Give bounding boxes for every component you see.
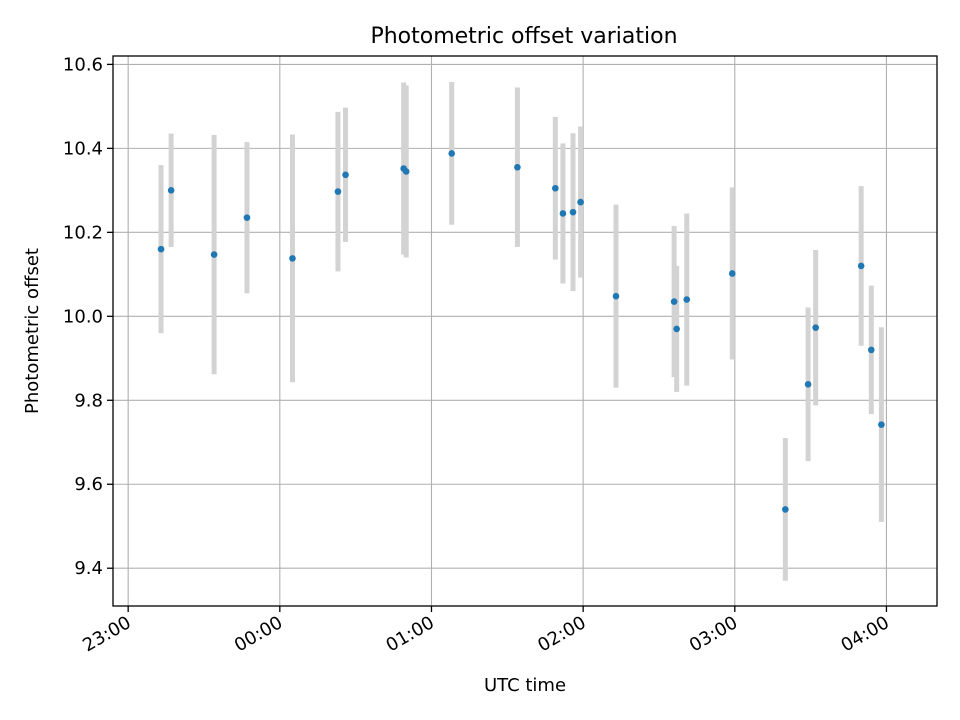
x-axis-label: UTC time <box>484 675 566 696</box>
data-point <box>782 506 789 513</box>
y-tick-label: 9.6 <box>74 474 103 495</box>
data-point <box>210 251 218 258</box>
data-point <box>514 163 521 171</box>
data-point <box>673 325 680 333</box>
y-tick-label: 10.2 <box>63 222 103 243</box>
data-point <box>342 171 349 179</box>
data-point <box>243 214 251 221</box>
data-point <box>878 421 885 428</box>
chart-title: Photometric offset variation <box>370 24 677 49</box>
y-tick-label: 10.6 <box>63 54 103 75</box>
data-point <box>812 324 819 331</box>
data-point <box>670 298 678 305</box>
data-point <box>867 346 875 354</box>
data-point <box>857 262 865 270</box>
data-point <box>577 198 584 206</box>
grid <box>113 56 937 606</box>
data-point <box>804 381 812 388</box>
data-point <box>334 188 342 195</box>
data-point <box>289 255 296 262</box>
data-point <box>728 270 736 277</box>
data-point <box>402 168 410 175</box>
y-axis-label: Photometric offset <box>22 248 43 414</box>
data-point <box>683 296 691 303</box>
data-point <box>552 184 559 192</box>
data-point <box>167 187 175 194</box>
data-points <box>157 150 885 513</box>
plot-frame <box>112 55 938 607</box>
data-point <box>612 292 620 300</box>
y-tick-label: 10.4 <box>63 138 103 159</box>
y-tick-label: 9.4 <box>74 558 103 579</box>
y-tick-label: 10.0 <box>63 306 103 327</box>
data-point <box>569 208 577 216</box>
y-tick-label: 9.8 <box>74 390 103 411</box>
data-point <box>448 150 455 157</box>
data-point <box>157 245 165 253</box>
y-axis: 9.4 9.6 9.8 10.0 10.2 10.4 10.6 <box>63 54 113 579</box>
data-point <box>559 210 567 217</box>
